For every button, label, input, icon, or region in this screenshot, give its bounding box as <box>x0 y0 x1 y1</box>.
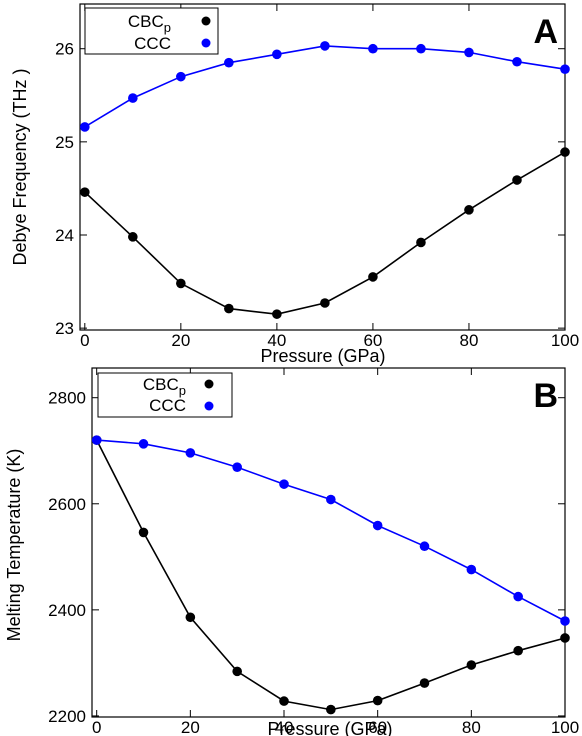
data-point-cbcp <box>560 147 570 157</box>
data-point-cbcp <box>185 612 196 623</box>
legend-label-ccc: CCC <box>149 396 186 415</box>
x-tick-label: 0 <box>92 718 101 736</box>
data-point-cbcp <box>513 645 523 656</box>
x-tick-label: 20 <box>171 331 190 350</box>
series-layer <box>91 435 570 715</box>
x-tick-label: 60 <box>368 718 387 736</box>
legend-marker-ccc <box>204 401 214 411</box>
data-point-cbcp <box>368 272 378 282</box>
series-layer <box>80 41 570 319</box>
legend-label-ccc: CCC <box>134 34 171 53</box>
panel-letter: A <box>533 13 558 51</box>
series-line-cbcp <box>84 151 566 316</box>
x-tick-label: 100 <box>551 331 579 350</box>
data-point-ccc <box>512 56 522 67</box>
y-tick-label: 2400 <box>48 601 86 620</box>
data-point-ccc <box>224 57 234 68</box>
data-point-cbcp <box>416 237 426 248</box>
panel-letter: B <box>533 377 558 415</box>
data-point-ccc <box>128 93 138 103</box>
data-point-cbcp <box>128 232 138 242</box>
x-tick-label: 0 <box>80 331 89 350</box>
data-point-ccc <box>368 43 378 54</box>
series-line-cbcp <box>95 439 566 711</box>
data-point-ccc <box>560 64 570 74</box>
data-point-ccc <box>560 616 570 626</box>
y-tick-label: 2200 <box>48 707 86 726</box>
axis-ticks: 0 20 40 60 80 100 23 24 25 26 <box>55 4 579 350</box>
data-point-ccc <box>513 591 523 602</box>
data-point-cbcp <box>232 666 242 677</box>
legend-marker-ccc <box>201 38 211 48</box>
series-line-ccc <box>96 439 566 622</box>
data-point-ccc <box>80 122 90 132</box>
data-point-ccc <box>138 439 149 449</box>
y-tick-label: 24 <box>55 226 74 245</box>
x-axis-label: Pressure (GPa) <box>260 346 385 366</box>
plot-frame <box>91 367 566 718</box>
x-tick-label: 80 <box>459 331 478 350</box>
data-point-ccc <box>419 541 430 552</box>
y-axis-label: Debye Frequency (THz ) <box>10 68 30 265</box>
data-point-cbcp <box>372 695 383 706</box>
y-axis-label: Melting Temperature (K) <box>4 449 24 642</box>
x-tick-label: 20 <box>181 718 200 736</box>
x-tick-label: 40 <box>267 331 286 350</box>
legend-label-cbcp: CBCp <box>128 12 171 35</box>
legend-box <box>84 7 219 55</box>
data-point-ccc <box>176 71 186 82</box>
data-point-cbcp <box>512 175 522 185</box>
x-axis-label: Pressure (GPa) <box>267 719 392 736</box>
x-tick-label: 60 <box>363 331 382 350</box>
data-point-cbcp <box>466 660 477 670</box>
y-tick-label: 25 <box>55 133 74 152</box>
data-point-ccc <box>320 41 330 51</box>
data-point-cbcp <box>224 303 234 314</box>
data-point-ccc <box>232 462 242 472</box>
data-point-ccc <box>464 47 474 58</box>
data-point-cbcp <box>138 527 149 538</box>
axis-ticks: 0 20 40 60 80 100 2200 2400 2600 2800 <box>48 368 579 736</box>
data-point-ccc <box>466 564 477 575</box>
data-point-cbcp <box>560 633 570 643</box>
data-point-ccc <box>326 494 336 505</box>
y-tick-label: 2600 <box>48 495 86 514</box>
data-point-cbcp <box>419 678 430 688</box>
y-tick-label: 23 <box>55 319 74 338</box>
panel-b: 0 20 40 60 80 100 2200 2400 2600 2800 B Pressure … <box>4 367 579 736</box>
panel-a: 0 20 40 60 80 100 23 24 25 26 A Pressure (GPa) De… <box>10 3 579 366</box>
data-point-cbcp <box>326 704 336 715</box>
data-point-cbcp <box>320 298 330 308</box>
legend: CBCp CCC <box>84 7 219 55</box>
y-tick-label: 26 <box>55 40 74 59</box>
legend: CBCp CCC <box>97 372 233 418</box>
data-point-cbcp <box>176 278 186 289</box>
data-point-ccc <box>91 435 102 445</box>
data-point-ccc <box>279 479 289 489</box>
legend-marker-cbcp <box>201 16 211 26</box>
data-point-ccc <box>185 448 196 458</box>
data-point-cbcp <box>464 205 474 215</box>
y-tick-label: 2800 <box>48 389 86 408</box>
data-point-ccc <box>272 49 282 60</box>
data-point-cbcp <box>80 187 90 197</box>
legend-label-cbcp: CBCp <box>143 375 186 398</box>
plot-frame <box>79 3 566 331</box>
data-point-ccc <box>372 520 383 531</box>
x-tick-label: 40 <box>275 718 294 736</box>
x-tick-label: 100 <box>551 718 579 736</box>
x-tick-label: 80 <box>462 718 481 736</box>
data-point-cbcp <box>272 309 282 319</box>
data-point-cbcp <box>279 696 289 706</box>
legend-marker-cbcp <box>204 379 214 389</box>
series-line-ccc <box>84 45 566 128</box>
data-point-ccc <box>416 43 426 54</box>
